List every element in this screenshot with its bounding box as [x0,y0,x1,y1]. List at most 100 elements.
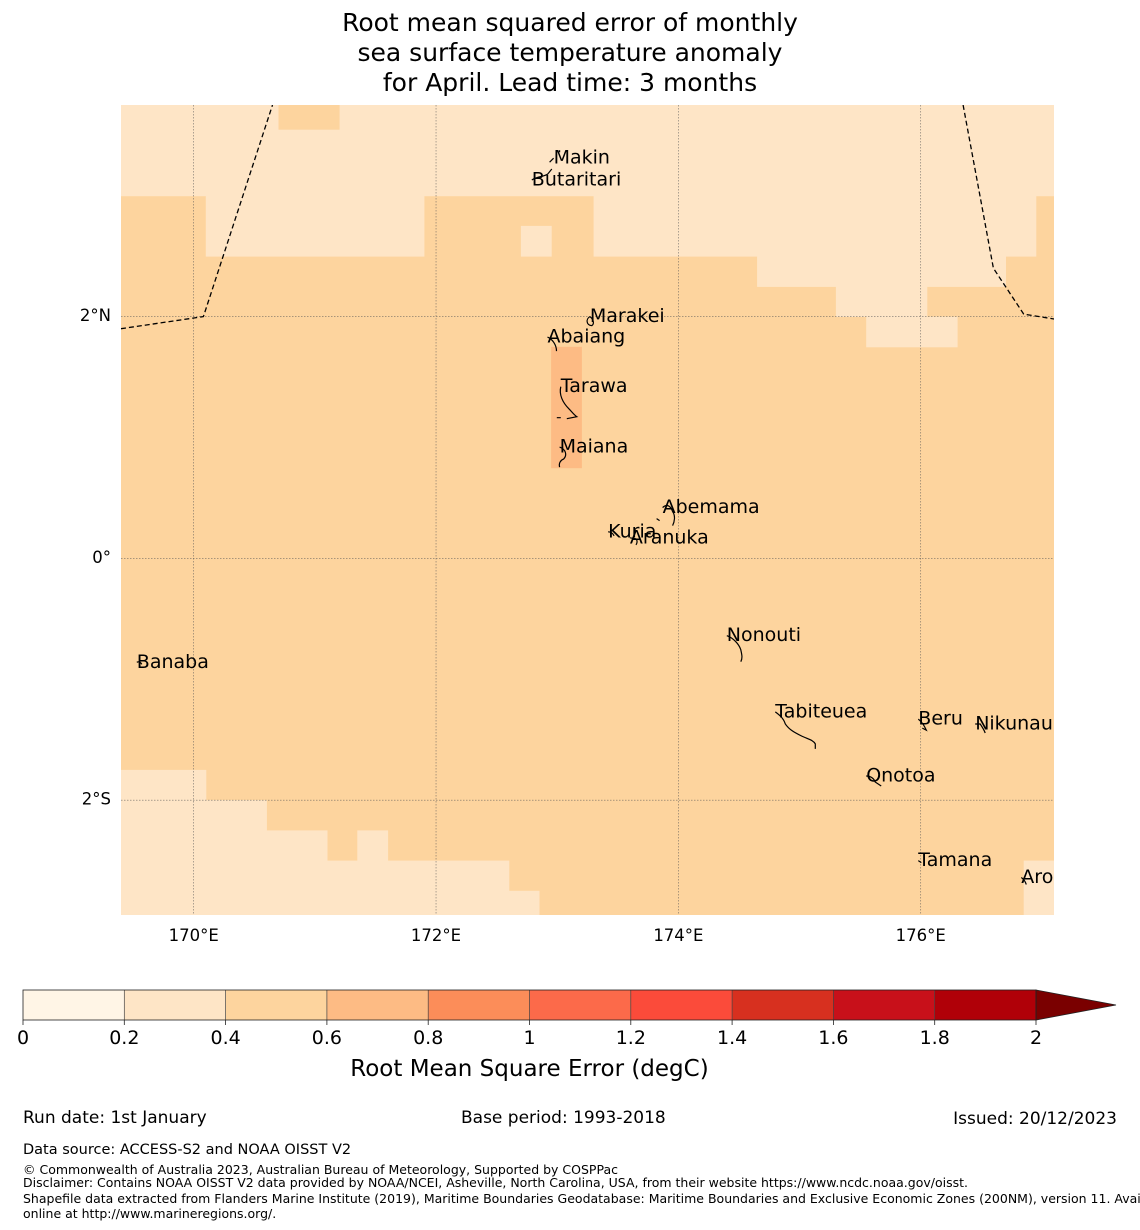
rmse-grid [121,105,1054,915]
colorbar-tick-label: 1 [523,1027,535,1049]
colorbar-extend-arrow [1035,989,1117,1021]
island-label-onotoa: Onotoa [866,765,935,787]
title-line-1: Root mean squared error of monthly [342,8,798,37]
colorbar-segment [326,990,429,1020]
colorbar-label: Root Mean Square Error (degC) [350,1056,708,1082]
map-title: Root mean squared error of monthly sea s… [0,8,1140,98]
rmse-cell [835,286,928,317]
colorbar-tick-label: 0.4 [210,1027,240,1049]
map-axes: 170°E 172°E 174°E 176°E 2°N 0° 2°S [80,306,946,945]
title-line-3: for April. Lead time: 3 months [382,68,758,97]
rmse-cell [866,316,958,348]
colorbar-segment [428,990,530,1020]
island-label-butaritari: Butaritari [532,169,621,191]
x-tick-label: 176°E [896,926,946,945]
island-outline [556,386,579,420]
rmse-cell [387,860,510,915]
disclaimer: Disclaimer: Contains NOAA OISST V2 data … [23,1175,968,1190]
data-source: Data source: ACCESS-S2 and NOAA OISST V2 [23,1142,352,1158]
island-outline [549,150,561,163]
eez-boundary-line [121,105,274,330]
rmse-cell [278,105,340,130]
island-label-nikunau: Nikunau [975,713,1053,735]
colorbar-tick-label: 1.6 [818,1027,848,1049]
island-label-arorae: Arorae [1021,866,1084,888]
rmse-cell [551,346,582,469]
issued-date: Issued: 20/12/2023 [953,1109,1117,1129]
run-date: Run date: 1st January [23,1108,207,1128]
x-tick-label: 174°E [653,926,703,945]
rmse-cell [205,800,267,915]
island-label-aranuka: Aranuka [630,526,709,548]
rmse-cell [327,860,358,915]
colorbar-segment [529,990,632,1020]
colorbar-segment [23,990,125,1020]
island-label-abaiang: Abaiang [548,326,626,348]
rmse-cell [508,890,540,915]
colorbar-segment [732,990,834,1020]
island-outline [917,860,922,864]
x-tick-label: 172°E [411,926,461,945]
island-label-banaba: Banaba [137,651,209,673]
island-outline [531,168,553,181]
island-label-kuria: Kuria [608,520,656,542]
island-outline [547,336,558,352]
colorbar-segment [833,990,935,1020]
island-outline [726,635,743,662]
island-label-tabiteuea: Tabiteuea [774,700,867,722]
colorbar-segment [934,990,1037,1020]
rmse-cell [266,830,328,915]
colorbar-tick-label: 0.2 [109,1027,139,1049]
island-outline [629,537,638,546]
rmse-cell [357,830,389,915]
island-outline [586,316,594,327]
rmse-cell [205,195,425,257]
shapefile-credit-line-1: Shapefile data extracted from Flanders M… [23,1191,1140,1206]
island-outline [917,718,928,732]
island-outline [136,661,143,665]
shapefile-credit-line-2: online at http://www.marineregions.org/. [23,1206,277,1221]
colorbar-tick-label: 1.2 [616,1027,646,1049]
island-outline [975,723,986,734]
rmse-cell [520,225,552,257]
island-outline [1020,877,1027,885]
island-label-tamana: Tamana [917,849,992,871]
rmse-cell [121,105,1054,197]
colorbar-tick-label: 0.6 [312,1027,342,1049]
graticule [121,105,1054,915]
colorbar-segment [124,990,226,1020]
x-tick-label: 170°E [169,926,219,945]
copyright-notice: © Commonwealth of Australia 2023, Austra… [23,1162,618,1177]
island-label-tarawa: Tarawa [560,375,628,397]
colorbar-tick-label: 0.8 [413,1027,443,1049]
rmse-cell [593,195,758,257]
island-outline [774,711,816,749]
eez-boundary-line [962,105,1054,320]
island-outlines [136,150,1027,885]
colorbar-tick-label: 2 [1030,1027,1042,1049]
island-outline [866,775,882,787]
y-tick-label: 2°N [80,306,111,325]
island-outline [608,531,615,537]
island-label-beru: Beru [918,708,963,730]
colorbar: 0 0.2 0.4 0.6 0.8 1 1.2 1.4 1.6 1.8 2 Root Mean Squ… [17,989,1117,1082]
y-tick-label: 2°S [82,790,111,809]
colorbar-tick-label: 0 [17,1027,29,1049]
title-line-2: sea surface temperature anomaly [357,38,783,67]
island-label-nonouti: Nonouti [727,624,801,646]
colorbar-tick-label: 1.4 [717,1027,747,1049]
y-tick-label: 0° [92,548,111,567]
island-outline [558,446,567,468]
maritime-boundaries [121,105,1054,330]
island-label-makin: Makin [554,147,610,169]
colorbar-segment [225,990,328,1020]
island-label-maiana: Maiana [560,436,629,458]
rmse-cell [757,195,1006,287]
rmse-cell [1023,860,1054,915]
colorbar-segment [630,990,733,1020]
island-label-abemama: Abemama [663,496,760,518]
island-outline [656,504,676,526]
